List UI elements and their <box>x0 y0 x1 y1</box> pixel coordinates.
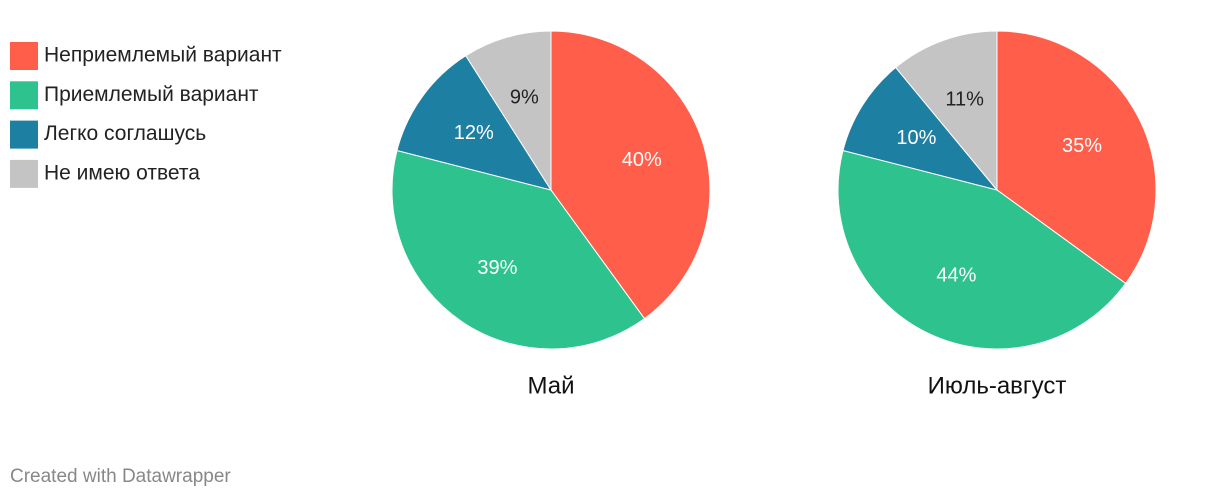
legend-label: Приемлемый вариант <box>44 83 259 106</box>
data-label: 39% <box>477 257 517 279</box>
data-label: 35% <box>1062 135 1102 157</box>
pie-slice <box>396 55 553 191</box>
pie-slice <box>842 66 999 191</box>
data-label: 12% <box>454 122 494 144</box>
legend-swatch <box>10 120 38 149</box>
legend-swatch <box>10 81 38 110</box>
legend-swatch <box>10 42 38 70</box>
legend-label: Неприемлемый вариант <box>44 44 282 67</box>
pie-slice <box>391 149 646 350</box>
pie-slice <box>465 30 552 192</box>
data-label: 9% <box>510 87 539 109</box>
pie-slice <box>837 149 1127 350</box>
legend-label: Легко соглашусь <box>44 122 206 145</box>
legend-label: Не имею ответа <box>44 161 200 184</box>
legend-swatch <box>10 159 38 188</box>
data-label: 10% <box>896 127 936 149</box>
pie-slice <box>996 30 1157 285</box>
data-label: 44% <box>936 265 976 287</box>
footer: Created with Datawrapper <box>10 466 231 487</box>
pie-title: Май <box>527 372 574 399</box>
data-label: 11% <box>945 89 984 111</box>
pie-slice <box>894 30 998 192</box>
pie-slice <box>550 30 711 320</box>
pie-title: Июль-август <box>928 372 1067 399</box>
data-label: 40% <box>622 149 662 171</box>
